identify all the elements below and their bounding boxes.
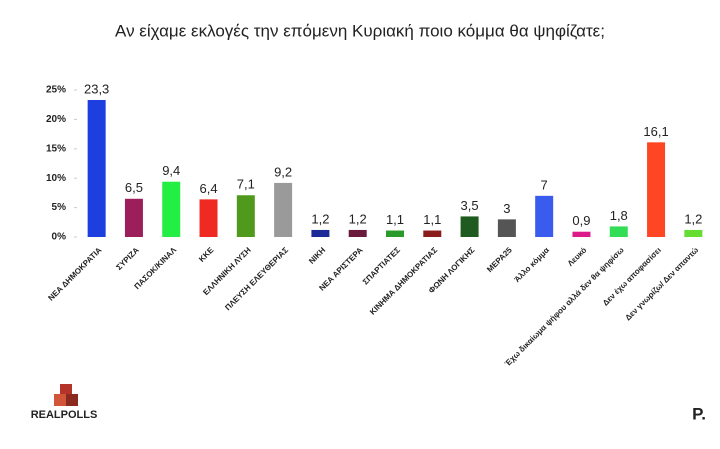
data-label: 6,5: [125, 180, 143, 195]
y-tick-label: 0%: [52, 232, 67, 243]
y-tick-label: 15%: [46, 143, 66, 154]
data-label: 1,2: [311, 211, 329, 226]
x-tick-label: ΠΛΕΥΣΗ ΕΛΕΥΘΕΡΙΑΣ: [223, 245, 290, 312]
data-label: 7: [541, 177, 548, 192]
y-tick-label: 25%: [46, 85, 66, 96]
bar: [274, 182, 293, 237]
data-label: 23,3: [84, 81, 109, 96]
bar: [535, 195, 554, 237]
data-label: 16,1: [643, 124, 668, 139]
bar: [609, 226, 628, 237]
x-tick-label: ΚΚΕ: [197, 245, 216, 264]
data-label: 3: [503, 201, 510, 216]
data-label: 3,5: [461, 198, 479, 213]
data-label: 1,2: [684, 211, 702, 226]
data-label: 6,4: [199, 181, 217, 196]
y-tick-label: 20%: [46, 114, 66, 125]
chart-title: Αν είχαμε εκλογές την επόμενη Κυριακή πο…: [115, 21, 605, 40]
x-tick-label: Λευκό: [566, 245, 589, 268]
bar: [423, 230, 442, 237]
bar: [124, 198, 143, 237]
bar: [684, 229, 703, 237]
logo-icon: [54, 384, 78, 406]
x-tick-label: ΣΥΡΙΖΑ: [114, 245, 141, 272]
x-tick-label: ΝΕΑ ΔΗΜΟΚΡΑΤΙΑ: [46, 245, 103, 302]
data-label: 0,9: [572, 213, 590, 228]
brand-mark: P.: [692, 404, 706, 423]
y-tick-label: 5%: [52, 202, 67, 213]
x-tick-label: ΜΕΡΑ25: [485, 245, 514, 274]
bar: [647, 142, 666, 237]
data-label: 9,4: [162, 163, 180, 178]
logo-text: REALPOLLS: [31, 409, 98, 421]
x-tick-label: Δεν γνωρίζω/ Δεν απαντώ: [623, 245, 700, 322]
data-label: 1,2: [349, 211, 367, 226]
bar: [87, 99, 106, 237]
bar: [386, 230, 404, 237]
bar: [311, 229, 330, 237]
x-tick-label: ΚΙΝΗΜΑ ΔΗΜΟΚΡΑΤΙΑΣ: [368, 245, 439, 316]
data-label: 1,1: [423, 212, 441, 227]
bar: [162, 181, 181, 237]
bar: [199, 199, 218, 237]
bar: [572, 231, 591, 237]
x-tick-label: ΝΙΚΗ: [307, 245, 327, 265]
x-tick-label: Άλλο κόμμα: [513, 245, 552, 284]
data-label: 1,8: [610, 208, 628, 223]
data-label: 1,1: [386, 212, 404, 227]
y-tick-label: 10%: [46, 173, 66, 184]
bar: [497, 219, 516, 237]
bar: [236, 195, 255, 237]
bar: [460, 216, 479, 237]
data-label: 9,2: [274, 164, 292, 179]
data-label: 7,1: [237, 177, 255, 192]
bar: [348, 229, 367, 237]
x-tick-label: ΣΠΑΡΤΙΑΤΕΣ: [361, 245, 402, 286]
